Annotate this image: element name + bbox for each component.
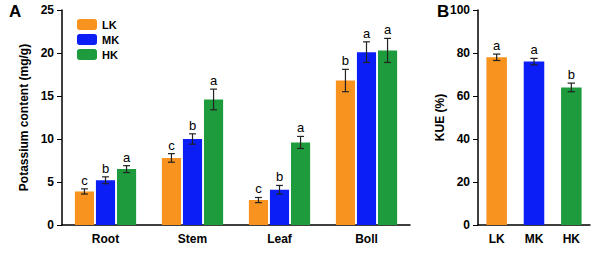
svg-text:20: 20 bbox=[457, 175, 471, 189]
svg-text:LK: LK bbox=[489, 232, 505, 246]
svg-text:Potassium content (mg/g): Potassium content (mg/g) bbox=[17, 44, 31, 191]
svg-text:HK: HK bbox=[102, 49, 118, 61]
svg-text:0: 0 bbox=[463, 218, 470, 232]
svg-text:80: 80 bbox=[457, 46, 471, 60]
svg-text:Boll: Boll bbox=[355, 232, 378, 246]
svg-text:MK: MK bbox=[102, 34, 119, 46]
svg-text:a: a bbox=[297, 120, 305, 135]
svg-text:b: b bbox=[568, 67, 575, 82]
svg-text:A: A bbox=[9, 2, 21, 21]
svg-text:MK: MK bbox=[525, 232, 544, 246]
svg-text:25: 25 bbox=[41, 3, 55, 17]
svg-text:a: a bbox=[493, 38, 501, 53]
svg-text:Leaf: Leaf bbox=[267, 232, 293, 246]
svg-text:b: b bbox=[189, 118, 196, 133]
svg-text:c: c bbox=[81, 173, 88, 188]
svg-text:b: b bbox=[276, 169, 283, 184]
svg-text:40: 40 bbox=[457, 132, 471, 146]
svg-text:c: c bbox=[255, 181, 262, 196]
svg-text:B: B bbox=[437, 2, 449, 21]
svg-text:a: a bbox=[384, 22, 392, 37]
svg-text:10: 10 bbox=[41, 132, 55, 146]
svg-text:Root: Root bbox=[92, 232, 119, 246]
svg-text:0: 0 bbox=[47, 218, 54, 232]
svg-text:a: a bbox=[210, 73, 218, 88]
svg-text:100: 100 bbox=[450, 3, 470, 17]
svg-text:a: a bbox=[530, 42, 538, 57]
svg-text:c: c bbox=[168, 138, 175, 153]
svg-text:a: a bbox=[363, 26, 371, 41]
svg-text:b: b bbox=[342, 53, 349, 68]
svg-text:LK: LK bbox=[102, 19, 117, 31]
svg-text:b: b bbox=[102, 161, 109, 176]
svg-text:15: 15 bbox=[41, 89, 55, 103]
svg-text:KUE (%): KUE (%) bbox=[433, 94, 447, 141]
svg-text:60: 60 bbox=[457, 89, 471, 103]
svg-text:5: 5 bbox=[47, 175, 54, 189]
svg-text:20: 20 bbox=[41, 46, 55, 60]
svg-text:HK: HK bbox=[563, 232, 581, 246]
svg-text:a: a bbox=[123, 150, 131, 165]
svg-text:Stem: Stem bbox=[178, 232, 207, 246]
